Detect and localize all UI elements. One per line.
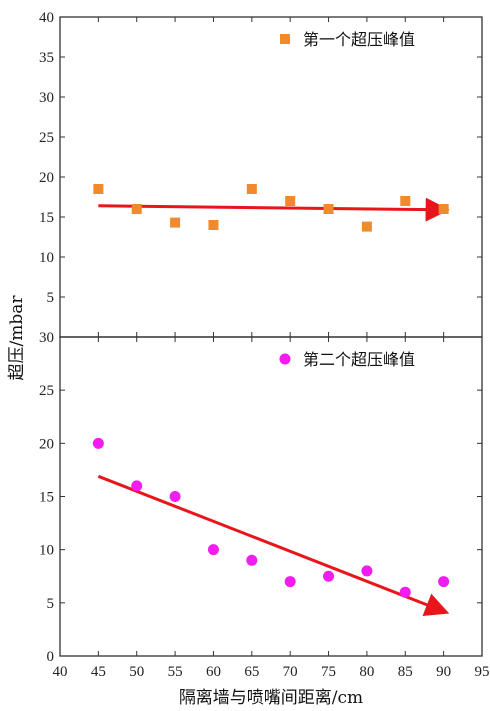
data-point xyxy=(400,196,411,206)
data-point xyxy=(93,184,104,194)
y-tick-label: 25 xyxy=(39,383,54,399)
y-tick-label: 10 xyxy=(39,250,54,266)
y-tick-label: 30 xyxy=(39,330,54,346)
y-tick-label: 5 xyxy=(47,596,55,612)
data-point xyxy=(361,221,372,232)
data-point xyxy=(131,204,142,214)
data-point xyxy=(208,220,219,230)
data-point xyxy=(438,204,449,214)
x-tick-label: 50 xyxy=(129,664,144,680)
data-point xyxy=(246,184,257,194)
data-point xyxy=(169,491,181,502)
x-axis-label: 隔离墙与喷嘴间距离/cm xyxy=(179,688,363,708)
plot-frame xyxy=(59,336,483,657)
x-tick-label: 85 xyxy=(398,664,413,680)
y-tick-label: 30 xyxy=(39,90,54,106)
legend-label: 第一个超压峰值 xyxy=(303,30,415,49)
x-axis: 40 45 50 55 60 65 70 75 80 85 90 95 xyxy=(53,664,490,680)
y-axis-label: 超压/mbar xyxy=(7,295,27,381)
x-tick-label: 40 xyxy=(53,664,68,680)
x-tick-label: 80 xyxy=(359,664,374,680)
x-tick-label: 70 xyxy=(283,664,298,680)
legend-marker xyxy=(279,353,291,365)
y-tick-label: 15 xyxy=(39,490,54,506)
x-tick-label: 90 xyxy=(436,664,451,680)
bottom-panel: 0 5 10 15 20 25 30 第二个超压峰值 xyxy=(39,330,483,665)
data-point xyxy=(246,554,258,566)
x-tick-label: 65 xyxy=(244,664,259,680)
data-point xyxy=(323,204,334,214)
legend-label: 第二个超压峰值 xyxy=(303,350,415,369)
y-tick-label: 5 xyxy=(47,290,55,306)
data-point xyxy=(207,544,219,556)
y-tick-label: 0 xyxy=(47,649,55,665)
x-tick-label: 75 xyxy=(321,664,336,680)
x-tick-label: 95 xyxy=(475,664,490,680)
legend-marker xyxy=(280,34,290,44)
y-tick-label: 35 xyxy=(39,50,54,66)
y-tick-label: 40 xyxy=(39,10,54,26)
data-point xyxy=(285,196,296,206)
data-point xyxy=(131,480,143,492)
y-tick-label: 20 xyxy=(39,170,54,186)
trend-arrow xyxy=(97,474,450,616)
y-tick-label: 15 xyxy=(39,210,54,226)
y-tick-label: 25 xyxy=(39,130,54,146)
x-tick-label: 55 xyxy=(168,664,183,680)
x-tick-label: 45 xyxy=(91,664,106,680)
data-point xyxy=(399,586,411,598)
plot-frame xyxy=(59,16,483,338)
data-point xyxy=(92,437,104,449)
data-point xyxy=(438,576,450,588)
y-tick-label: 10 xyxy=(39,543,54,559)
data-point xyxy=(361,565,373,577)
data-point xyxy=(170,217,181,228)
data-point xyxy=(323,570,335,582)
top-panel: 5 10 15 20 25 30 35 40 第一个超压峰值 xyxy=(39,10,483,338)
x-tick-label: 60 xyxy=(206,664,221,680)
y-tick-label: 20 xyxy=(39,436,54,452)
data-point xyxy=(284,576,296,588)
trend-arrow xyxy=(98,197,450,222)
